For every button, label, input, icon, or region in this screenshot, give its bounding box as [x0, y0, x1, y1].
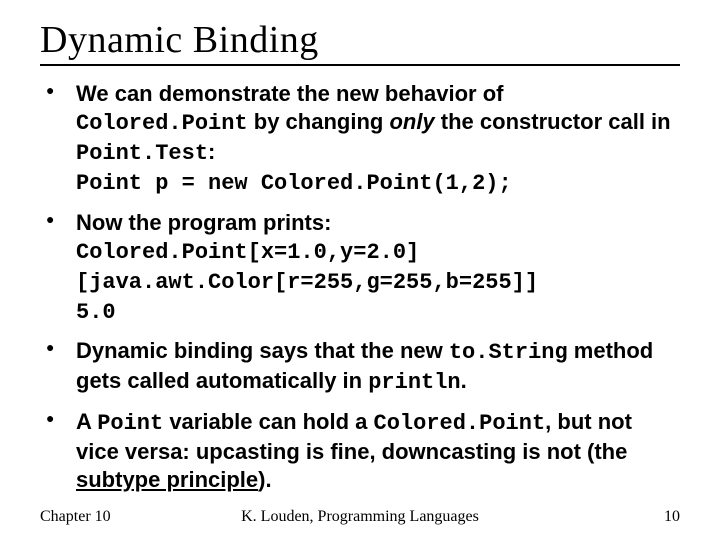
text: Dynamic binding says that the new — [76, 338, 449, 363]
footer-center: K. Louden, Programming Languages — [40, 508, 680, 526]
underlined-term: subtype principle — [76, 467, 258, 492]
slide-title: Dynamic Binding — [40, 18, 680, 66]
slide: Dynamic Binding We can demonstrate the n… — [0, 0, 720, 540]
code: Point.Test — [76, 141, 208, 166]
code: to.String — [449, 340, 568, 365]
text: by changing — [248, 109, 390, 134]
footer: Chapter 10 K. Louden, Programming Langua… — [40, 508, 680, 526]
bullet-4: A Point variable can hold a Colored.Poin… — [46, 408, 680, 494]
text: We can demonstrate the new behavior of — [76, 81, 503, 106]
output-line: Colored.Point[x=1.0,y=2.0][java.awt.Colo… — [76, 240, 538, 295]
text: : — [208, 139, 215, 164]
code: Point — [97, 411, 163, 436]
code: Colored.Point — [76, 111, 248, 136]
bullet-list: We can demonstrate the new behavior of C… — [40, 80, 680, 494]
text: Now the program prints: — [76, 210, 331, 235]
text: A — [76, 409, 97, 434]
text: ). — [258, 467, 271, 492]
footer-right: 10 — [664, 508, 680, 526]
bullet-3: Dynamic binding says that the new to.Str… — [46, 337, 680, 397]
text: variable can hold a — [163, 409, 373, 434]
bullet-2: Now the program prints: Colored.Point[x=… — [46, 209, 680, 328]
code: Colored.Point — [374, 411, 546, 436]
code: println — [368, 370, 460, 395]
text: the constructor call in — [435, 109, 671, 134]
emphasis: only — [389, 109, 434, 134]
bullet-1: We can demonstrate the new behavior of C… — [46, 80, 680, 199]
text: . — [461, 368, 467, 393]
output-line: 5.0 — [76, 300, 116, 325]
code-line: Point p = new Colored.Point(1,2); — [76, 171, 512, 196]
